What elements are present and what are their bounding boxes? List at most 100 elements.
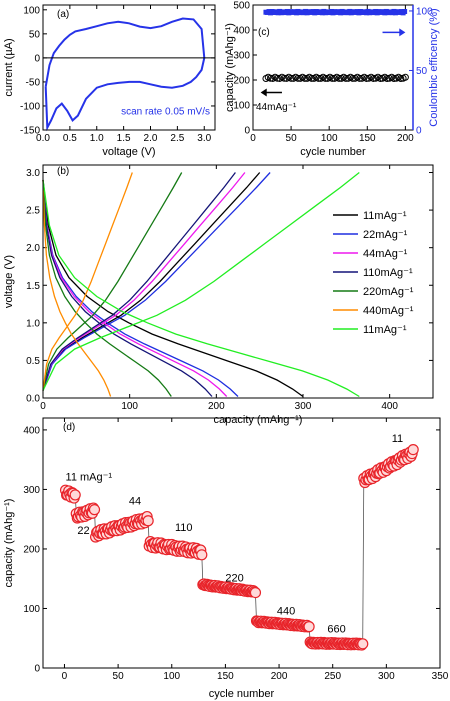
panel-c-y-tick-label: 500: [233, 1, 250, 12]
capacity-point: [267, 74, 275, 82]
panel-d-y-tick-label: 100: [23, 604, 40, 615]
panel-d-x-tick-label: 50: [113, 671, 125, 682]
legend-label-6: 11mAg⁻¹: [363, 324, 407, 336]
arrow-right-icon: [382, 28, 406, 37]
discharge-curve-5: [42, 179, 112, 397]
panel-d-x-tick-label: 300: [378, 671, 395, 682]
panel-a-x-tick-label: 1.0: [90, 133, 104, 144]
capacity-point: [321, 74, 329, 82]
capacity-point: [335, 74, 343, 82]
charge-curve-4: [42, 172, 183, 391]
panel-a-cv-chart: 0.0 0.5 1.0 1.5 2.0 2.5 3.0 -150 -100 -50 0 50 100 (…: [3, 4, 216, 158]
capacity-point: [328, 74, 336, 82]
panel-c-left-y-axis-label: capacity (mAhg⁻¹): [224, 23, 236, 112]
panel-a-frame: [42, 4, 216, 131]
legend-label-2: 44mAg⁻¹: [363, 248, 408, 260]
panel-b-charge-discharge-chart: 0 100 200 300 400 0.0 0.5 1.0 1.5 2.0 2.5 3.0 11mAg…: [3, 164, 434, 426]
panel-c-right-tick-label: 100: [416, 6, 433, 17]
rate-annotation: 44mAg⁻¹: [256, 102, 297, 113]
legend-label-0: 11mAg⁻¹: [363, 210, 407, 222]
capacity-point: [280, 74, 288, 82]
panel-c-y-tick-label: 400: [233, 26, 250, 37]
rate-point: [357, 638, 369, 650]
panel-b-frame: [42, 164, 434, 399]
panel-d-y-tick-label: 0: [34, 664, 40, 675]
panel-a-y-axis-label: current (µA): [3, 38, 15, 96]
panel-d-frame: [42, 417, 441, 669]
panel-b-x-tick-label: 0: [40, 401, 46, 412]
panel-b-x-tick-label: 200: [208, 401, 225, 412]
panel-d-x-tick-label: 350: [432, 671, 449, 682]
panel-c-x-tick-label: 0: [250, 133, 256, 144]
capacity-point: [315, 74, 323, 82]
panel-b-x-tick-label: 100: [121, 401, 138, 412]
scan-rate-annotation: scan rate 0.05 mV/s: [121, 107, 210, 118]
charge-curve-3: [42, 172, 236, 391]
rate-label-1: 22: [77, 525, 89, 537]
rate-label-0: 11 mAg⁻¹: [66, 472, 113, 484]
cv-curve: [44, 17, 206, 132]
rate-point: [69, 489, 81, 501]
panel-a-x-tick-label: 0.5: [63, 133, 77, 144]
discharge-curve-3: [42, 179, 213, 397]
panel-d-y-tick-label: 300: [23, 485, 40, 496]
panel-b-label: (b): [57, 166, 69, 177]
discharge-curve-2: [42, 179, 228, 397]
rate-label-4: 220: [225, 573, 243, 585]
legend-label-3: 110mAg⁻¹: [363, 267, 413, 279]
discharge-curve-0: [42, 179, 304, 398]
panel-c-label: (c): [258, 27, 270, 38]
rate-label-5: 440: [277, 605, 295, 617]
panel-a-x-tick-label: 2.5: [170, 133, 184, 144]
capacity-point: [301, 74, 309, 82]
panel-c-right-tick-label: 50: [416, 66, 428, 77]
panel-a-x-tick-label: 1.5: [117, 133, 131, 144]
capacity-point: [363, 74, 371, 82]
legend: 11mAg⁻¹ 22mAg⁻¹ 44mAg⁻¹ 110mAg⁻¹ 220mAg⁻¹ 440…: [333, 210, 414, 336]
panel-b-y-axis-label: voltage (V): [3, 255, 15, 308]
capacity-point: [376, 74, 384, 82]
panel-a-y-tick-label: 50: [29, 29, 41, 40]
panel-c-y-tick-label: 200: [233, 76, 250, 87]
panel-a-x-tick-label: 0.0: [36, 133, 50, 144]
rate-label-3: 110: [175, 522, 193, 534]
panel-d-x-tick-label: 100: [163, 671, 180, 682]
capacity-point: [397, 74, 405, 82]
panel-b-x-tick-label: 400: [381, 401, 398, 412]
capacity-point: [342, 74, 350, 82]
legend-label-1: 22mAg⁻¹: [363, 229, 408, 241]
rate-point: [249, 587, 262, 599]
panel-b-y-tick-label: 1.0: [26, 318, 40, 329]
panel-a-y-tick-label: -50: [26, 77, 41, 88]
panel-b-y-tick-label: 0.5: [26, 356, 40, 367]
legend-label-5: 440mAg⁻¹: [363, 305, 414, 317]
rate-point: [196, 549, 208, 561]
panel-c-x-tick-label: 200: [397, 133, 414, 144]
panel-d-x-tick-label: 150: [217, 671, 234, 682]
panel-c-right-y-axis-label: Coulombic efficency (%): [428, 8, 440, 126]
panel-c-x-tick-label: 100: [321, 133, 338, 144]
panel-d-x-tick-label: 250: [324, 671, 341, 682]
arrow-left-icon: [260, 88, 282, 97]
arrow-right-head: [399, 28, 406, 37]
capacity-point: [369, 74, 377, 82]
panel-a-y-tick-label: 0: [34, 53, 40, 64]
panel-b-y-tick-label: 2.0: [26, 243, 40, 254]
panel-c-x-tick-label: 150: [359, 133, 376, 144]
discharge-curve-6: [42, 179, 360, 398]
panel-d-x-axis-label: cycle number: [209, 688, 275, 700]
rate-label-2: 44: [129, 495, 141, 507]
rate-label-6: 660: [327, 623, 345, 635]
panel-a-x-tick-label: 3.0: [197, 133, 211, 144]
capacity-point: [383, 74, 391, 82]
charge-curve-2: [42, 172, 246, 391]
panel-c-right-tick-label: 0: [416, 126, 422, 137]
capacity-point: [349, 74, 357, 82]
capacity-point: [390, 74, 398, 82]
panel-b-y-tick-label: 1.5: [26, 281, 40, 292]
panel-a-x-axis-label: voltage (V): [102, 146, 155, 158]
capacity-point: [273, 74, 281, 82]
charge-curve-1: [42, 172, 271, 391]
panel-d-y-axis-label: capacity (mAhg⁻¹): [3, 499, 15, 588]
